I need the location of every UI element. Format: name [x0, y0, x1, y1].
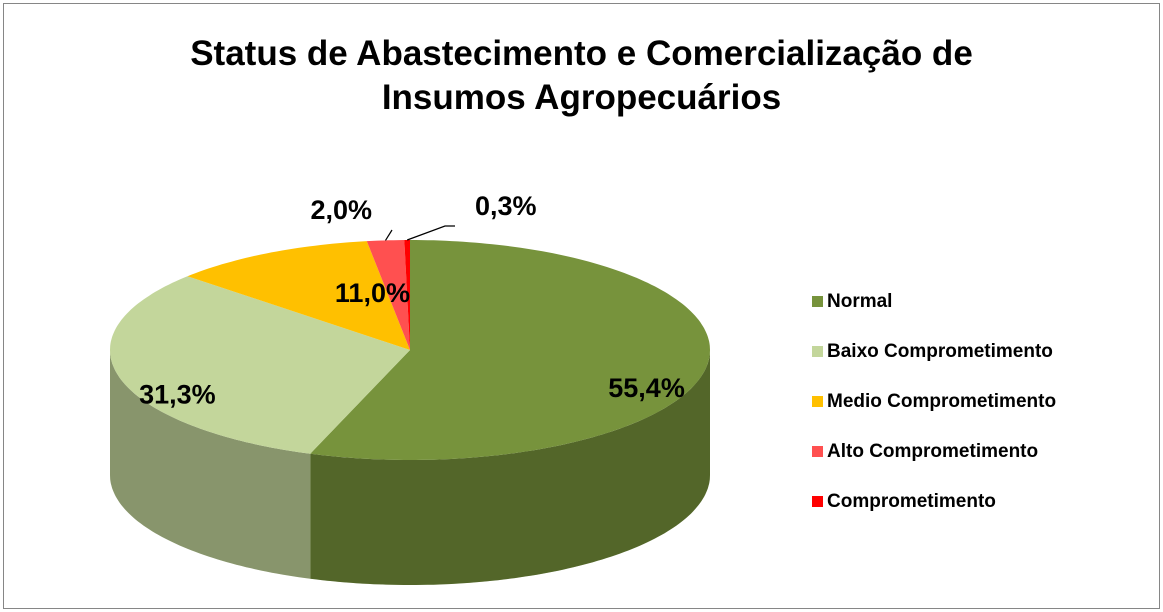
legend-label: Medio Comprometimento [827, 391, 1056, 412]
legend-swatch [812, 446, 823, 457]
slice [310, 240, 710, 460]
data-label: 0,3% [475, 191, 537, 221]
legend-label: Baixo Comprometimento [827, 341, 1053, 362]
leader-line [384, 229, 393, 241]
leader-line [406, 225, 455, 241]
slice-side [310, 350, 710, 585]
legend-swatch [812, 296, 823, 307]
slice [366, 240, 410, 350]
slice [187, 241, 410, 350]
slice-side-shade [110, 350, 311, 579]
slice-side-shade [310, 350, 710, 585]
title-box: Status de Abastecimento e Comercializaçã… [0, 32, 1163, 120]
legend-swatch [812, 496, 823, 507]
legend-label: Comprometimento [827, 491, 996, 512]
slice [404, 240, 410, 350]
legend-swatch [812, 396, 823, 407]
legend-label: Normal [827, 291, 892, 312]
data-label: 31,3% [139, 380, 216, 410]
slice-side [110, 350, 311, 579]
slice [110, 276, 410, 454]
legend-swatch [812, 346, 823, 357]
legend-label: Alto Comprometimento [827, 441, 1038, 462]
data-label: 11,0% [335, 278, 410, 308]
chart-title: Status de Abastecimento e Comercializaçã… [190, 34, 973, 117]
data-label: 55,4% [608, 373, 685, 403]
data-label: 2,0% [310, 195, 372, 225]
